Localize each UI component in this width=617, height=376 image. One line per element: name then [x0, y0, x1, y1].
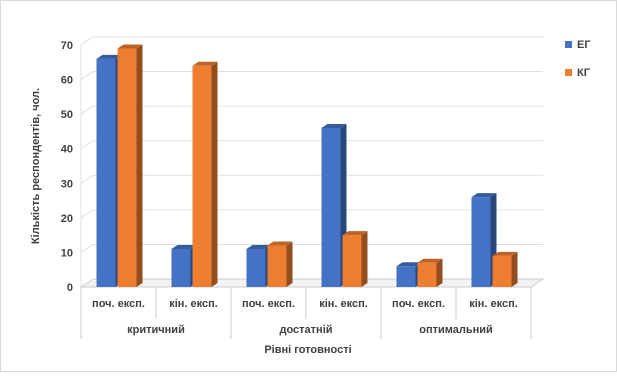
x-tick-label: поч. експ.: [392, 298, 445, 310]
y-tick-label: 60: [61, 75, 73, 87]
bar-КГ-0: [117, 44, 143, 288]
y-axis-label: Кількість респондентів, чол.: [30, 88, 42, 244]
x-group-label: критичний: [127, 324, 185, 336]
gridline: [80, 244, 543, 253]
x-tick-label: поч. експ.: [242, 298, 295, 310]
x-group-label: оптимальний: [419, 324, 493, 336]
legend-item-КГ: КГ: [565, 67, 591, 79]
y-tick-label: 30: [61, 178, 73, 190]
x-group-label: достатній: [279, 324, 332, 336]
legend: ЕГ КГ: [565, 39, 591, 79]
gridlines: [80, 36, 543, 287]
y-tick-label: 70: [61, 40, 73, 52]
y-tick-labels: 0 10 20 30 40 50 60 70: [61, 40, 73, 294]
bar-КГ-3: [342, 231, 368, 287]
bars: [96, 44, 518, 288]
bar-КГ-2: [267, 241, 293, 287]
x-tick-label: кін. експ.: [469, 298, 518, 310]
gridline: [80, 105, 543, 115]
gridline: [80, 71, 543, 80]
bar-КГ-5: [492, 251, 518, 287]
y-tick-label: 0: [67, 282, 73, 294]
legend-swatch: [565, 41, 572, 48]
x-axis-label: Рівні готовності: [264, 344, 351, 356]
bar-ЕГ-0: [96, 54, 122, 288]
legend-item-ЕГ: ЕГ: [565, 39, 591, 51]
y-tick-label: 10: [61, 247, 73, 259]
x-tick-label: кін. експ.: [169, 298, 218, 310]
gridline: [80, 209, 543, 219]
x-axis: поч. експ. кін. експ. поч. експ. кін. експ.…: [80, 287, 532, 339]
bar-КГ-1: [192, 61, 218, 287]
gridline: [80, 36, 543, 46]
legend-swatch: [565, 69, 572, 76]
x-tick-label: поч. експ.: [92, 298, 145, 310]
y-tick-label: 50: [61, 109, 73, 121]
legend-label: КГ: [577, 67, 591, 79]
bar-КГ-4: [417, 258, 443, 287]
y-tick-label: 40: [61, 144, 73, 156]
gridline: [80, 140, 543, 150]
y-tick-label: 20: [61, 213, 73, 225]
legend-label: ЕГ: [577, 39, 591, 51]
gridline: [80, 174, 543, 184]
x-tick-label: кін. експ.: [319, 298, 368, 310]
